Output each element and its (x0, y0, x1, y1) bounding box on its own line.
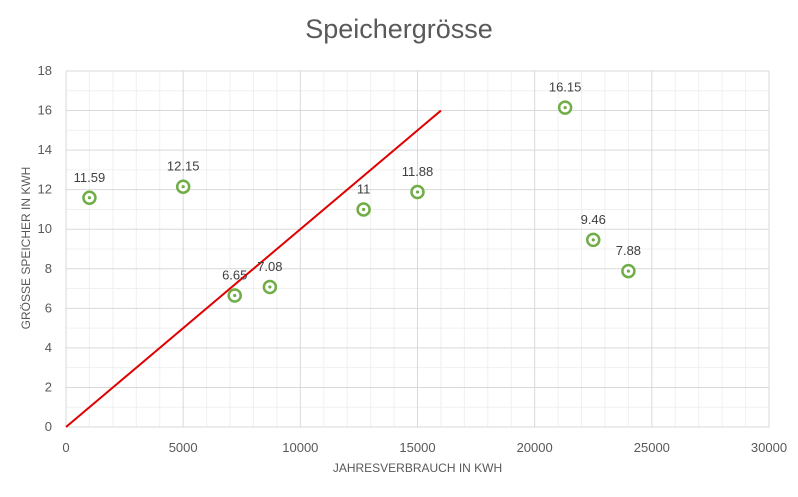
x-axis-label: JAHRESVERBRAUCH IN KWH (332, 461, 503, 475)
x-tick-label: 25000 (634, 440, 670, 455)
y-tick-label: 8 (45, 261, 52, 276)
data-label: 9.46 (581, 212, 606, 227)
reference-line (65, 109, 442, 428)
y-tick-label: 2 (45, 379, 52, 394)
y-tick-label: 12 (38, 182, 52, 197)
data-label: 16.15 (549, 80, 582, 95)
data-point-center (626, 269, 631, 273)
chart-title: Speichergrösse (305, 14, 493, 44)
data-point-center (233, 293, 237, 298)
y-tick-label: 4 (45, 340, 52, 355)
data-point-center (181, 185, 185, 189)
data-label: 11 (357, 181, 371, 196)
y-tick-label: 10 (38, 221, 52, 236)
data-label: 7.08 (257, 259, 282, 274)
y-tick-label: 14 (38, 142, 52, 157)
data-point-center (415, 190, 420, 194)
data-label: 11.59 (74, 170, 106, 185)
x-tick-label: 5000 (169, 440, 198, 455)
data-point-center (268, 285, 272, 289)
data-label: 7.88 (616, 243, 641, 258)
y-tick-label: 0 (45, 419, 52, 434)
data-label: 12.15 (167, 159, 200, 174)
y-tick-label: 16 (38, 103, 52, 118)
y-axis-label: GRÖSSE SPEICHER IN KWH (19, 166, 33, 330)
data-point-center (362, 207, 366, 212)
data-label: 6.65 (222, 267, 247, 282)
data-point-center (591, 238, 595, 242)
y-tick-label: 6 (45, 300, 52, 315)
x-tick-label: 20000 (517, 440, 553, 455)
x-tick-label: 0 (62, 440, 69, 455)
data-point-center (563, 105, 567, 110)
x-tick-label: 15000 (399, 440, 435, 455)
data-point-center (87, 196, 92, 200)
data-label: 11.88 (402, 164, 434, 179)
x-tick-label: 30000 (751, 440, 787, 455)
y-tick-label: 18 (38, 63, 52, 78)
x-tick-label: 10000 (282, 440, 318, 455)
